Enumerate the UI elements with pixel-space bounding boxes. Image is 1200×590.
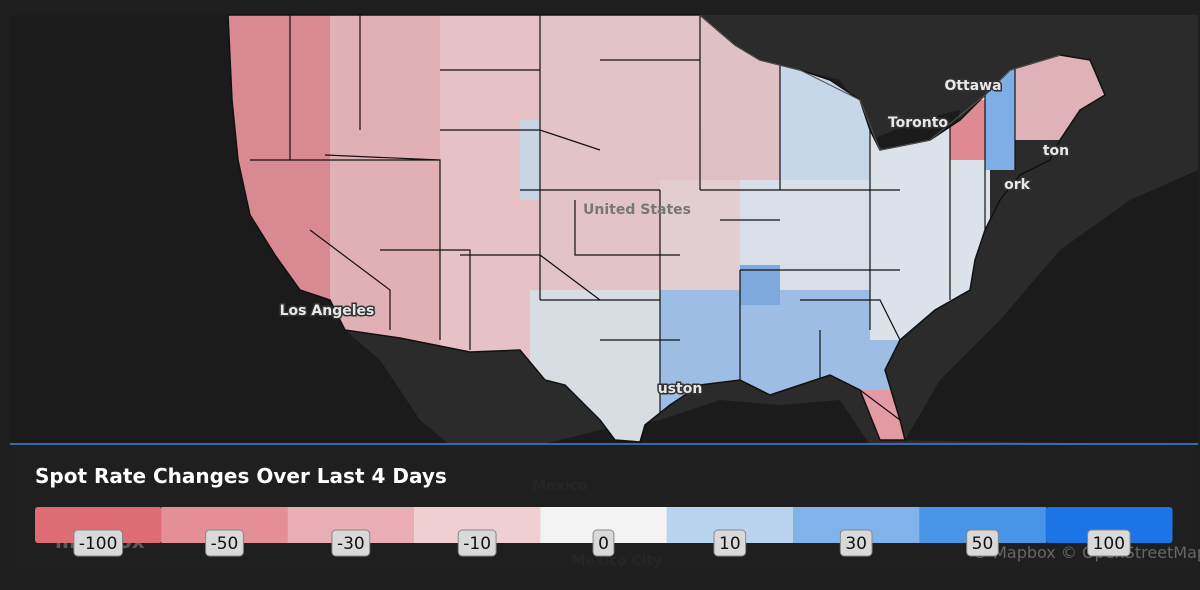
place-label: Toronto: [888, 115, 948, 131]
legend-label: -100: [73, 529, 123, 557]
label-box: [1087, 529, 1131, 557]
place-label: Ottawa: [944, 78, 1001, 94]
legend-value: 10: [719, 534, 741, 554]
legend-value: 30: [845, 534, 867, 554]
label-box: [839, 529, 873, 557]
ocean: [10, 15, 450, 445]
legend-label: 0: [592, 529, 615, 557]
legend-title: Spot Rate Changes Over Last 4 Days: [35, 464, 447, 488]
place-label: ton: [1043, 143, 1069, 159]
legend-scale: -100 -50 -30 -10 0 10 30 50 100: [35, 507, 1173, 557]
label-box: [592, 529, 615, 557]
place-label: uston: [658, 381, 703, 397]
legend-label: 50: [966, 529, 999, 557]
legend-value: 100: [1093, 534, 1125, 554]
legend-value: -50: [211, 534, 239, 554]
place-label: Los Angeles: [280, 303, 375, 319]
legend-label: -10: [457, 529, 497, 557]
legend-swatch: [1045, 507, 1173, 543]
ocean: [880, 170, 1198, 445]
place-label: United States: [583, 202, 691, 218]
legend-value: 50: [972, 534, 994, 554]
legend-label: 100: [1087, 529, 1131, 557]
label-box: [966, 529, 999, 557]
legend-label: 10: [713, 529, 747, 557]
label-box: [713, 529, 747, 557]
country-border: [699, 14, 1061, 151]
legend-value: -100: [79, 534, 118, 554]
attribution: © Mapbox © OpenStreetMap Improve this ma…: [972, 543, 1200, 562]
legend-value: 0: [598, 534, 609, 554]
legend-value: -30: [337, 534, 365, 554]
place-label: ork: [1004, 177, 1031, 193]
legend-label: -50: [205, 529, 244, 557]
region-borders: [250, 15, 1016, 430]
label-box: [205, 529, 244, 557]
label-box: [457, 529, 497, 557]
legend-label: -30: [331, 529, 371, 557]
label-box: [331, 529, 371, 557]
legend-label: 30: [839, 529, 873, 557]
legend-value: -10: [463, 534, 491, 554]
label-box: [73, 529, 123, 557]
region: [740, 265, 780, 305]
region: [660, 180, 740, 290]
legend-swatch: [35, 507, 162, 543]
